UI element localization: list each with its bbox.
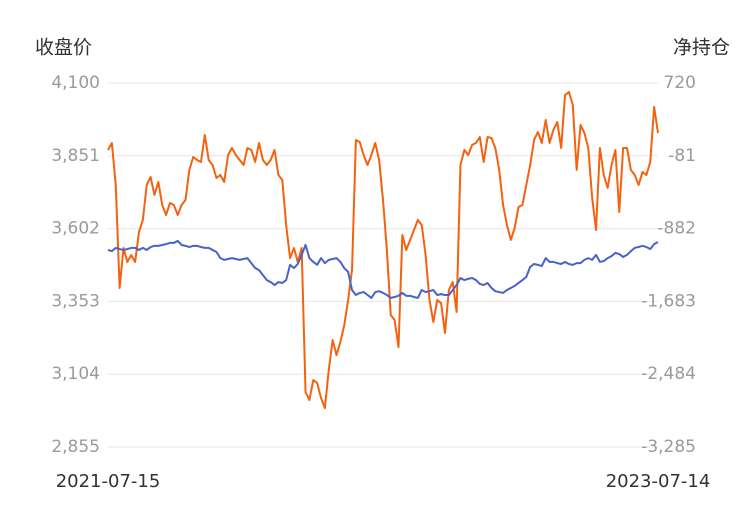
series-line <box>107 239 659 299</box>
y2-tick-label: -81 <box>668 146 696 166</box>
x-tick-label: 2023-07-14 <box>606 471 711 492</box>
y-tick-label: 3,602 <box>51 219 100 239</box>
y-tick-label: 3,851 <box>51 146 100 166</box>
y2-axis-title: 净持仓 <box>673 37 730 59</box>
y-tick-label: 4,100 <box>51 73 100 93</box>
y2-tick-label: -1,683 <box>641 291 696 311</box>
series-line <box>107 91 659 410</box>
x-tick-label: 2021-07-15 <box>56 471 161 492</box>
y2-tick-label: 720 <box>664 73 696 93</box>
y-tick-label: 3,104 <box>51 364 100 384</box>
y-tick-label: 3,353 <box>51 291 100 311</box>
y-tick-label: 2,855 <box>51 437 100 457</box>
y2-tick-label: -882 <box>657 219 696 239</box>
y2-tick-label: -2,484 <box>641 364 696 384</box>
y-axis-title: 收盘价 <box>35 37 92 59</box>
y2-tick-label: -3,285 <box>641 437 696 457</box>
